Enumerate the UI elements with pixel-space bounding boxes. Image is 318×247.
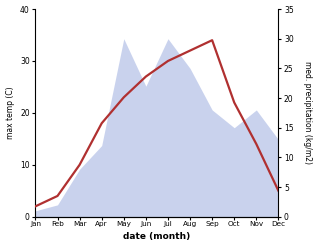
Y-axis label: max temp (C): max temp (C) <box>5 87 15 139</box>
Y-axis label: med. precipitation (kg/m2): med. precipitation (kg/m2) <box>303 62 313 165</box>
X-axis label: date (month): date (month) <box>123 232 190 242</box>
